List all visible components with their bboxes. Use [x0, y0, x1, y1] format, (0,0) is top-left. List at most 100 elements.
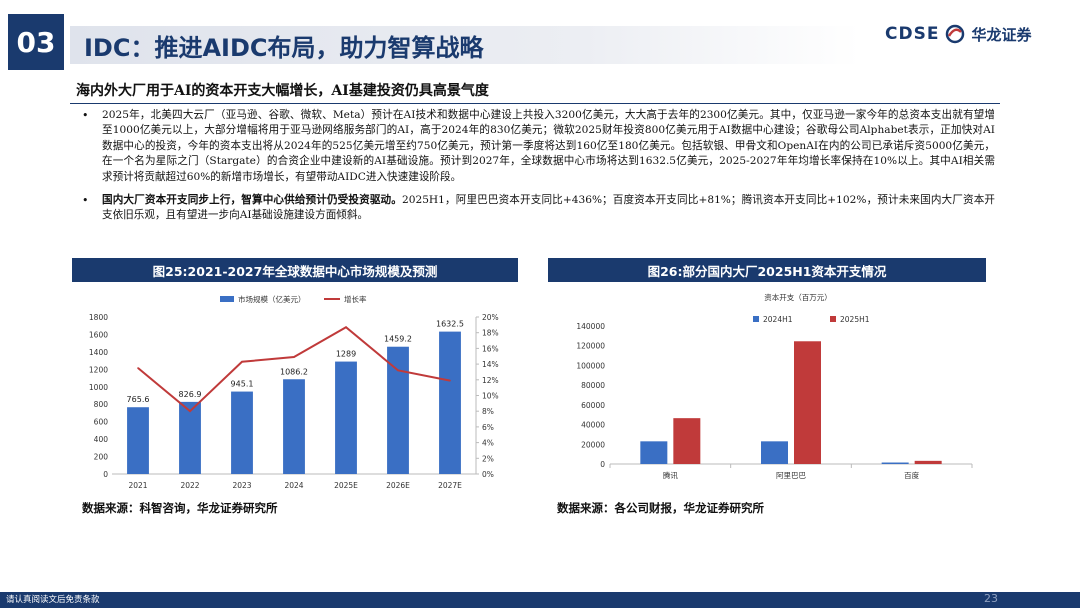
bar [387, 346, 409, 474]
y-right-tick-label: 18% [482, 329, 499, 338]
y-left-tick-label: 600 [94, 418, 109, 427]
x-tick-label: 2026E [386, 481, 410, 490]
y-left-tick-label: 0 [103, 470, 108, 479]
y-left-tick-label: 400 [94, 435, 109, 444]
bar-data-label: 826.9 [179, 390, 202, 399]
title-band [70, 26, 860, 64]
y-right-tick-label: 20% [482, 313, 499, 322]
legend-swatch [753, 316, 759, 322]
bar-data-label: 1086.2 [280, 367, 308, 376]
y-left-tick-label: 1800 [89, 313, 108, 322]
y-left-tick-label: 200 [94, 453, 109, 462]
growth-rate-point [241, 360, 243, 363]
bar-data-label: 765.6 [127, 395, 150, 404]
section-number: 03 [8, 14, 64, 70]
growth-rate-point [449, 379, 451, 382]
x-tick-label: 2022 [180, 481, 199, 490]
bar [673, 418, 701, 464]
bar [761, 441, 788, 464]
bar [231, 391, 253, 474]
y-right-tick-label: 8% [482, 407, 494, 416]
bullet-item: 国内大厂资本开支同步上行，智算中心供给预计仍受投资驱动。2025H1，阿里巴巴资… [80, 193, 995, 224]
dragon-logo-icon [946, 24, 965, 44]
y-tick-label: 80000 [581, 381, 605, 390]
bar [881, 462, 909, 464]
figure-26-title: 图26:部分国内大厂2025H1资本开支情况 [548, 258, 986, 282]
y-right-tick-label: 4% [482, 439, 494, 448]
legend-label: 2025H1 [840, 315, 870, 324]
capex-chart: 资本开支（百万元） 2024H1 2025H1 0 20000 40000 60000 800… [548, 286, 986, 494]
x-tick-label: 阿里巴巴 [776, 471, 806, 480]
legend-label: 2024H1 [763, 315, 793, 324]
figure-25-source: 数据来源：科智咨询，华龙证券研究所 [82, 501, 278, 515]
y-tick-label: 60000 [581, 401, 605, 410]
figure-25-title: 图25:2021-2027年全球数据中心市场规模及预测 [72, 258, 518, 282]
datacenter-market-svg: 市场规模（亿美元） 增长率 0 200 400 600 800 1000 1200 1400 160… [89, 294, 499, 490]
bullet-item: 2025年，北美四大云厂（亚马逊、谷歌、微软、Meta）预计在AI技术和数据中心… [80, 108, 995, 185]
bar [914, 460, 942, 464]
y-tick-label: 100000 [576, 361, 605, 370]
bar [127, 407, 149, 474]
y-left-tick-label: 800 [94, 400, 109, 409]
bar-data-label: 945.1 [231, 380, 254, 389]
x-tick-label: 腾讯 [663, 470, 678, 480]
figure-26-source: 数据来源：各公司财报，华龙证券研究所 [557, 501, 764, 515]
datacenter-market-chart: 市场规模（亿美元） 增长率 0 200 400 600 800 1000 1200 1400 160… [72, 286, 518, 494]
y-tick-label: 0 [600, 460, 605, 469]
bar [179, 401, 201, 474]
y-tick-label: 140000 [576, 322, 605, 331]
x-tick-label: 2024 [284, 481, 303, 490]
bullet-text: 2025H1，阿里巴巴资本开支同比+436%；百度资本开支同比+81%；腾讯资本… [102, 194, 996, 222]
growth-rate-point [397, 369, 399, 372]
y-right-tick-label: 10% [482, 392, 499, 401]
growth-rate-point [345, 326, 347, 329]
bullet-list: 2025年，北美四大云厂（亚马逊、谷歌、微软、Meta）预计在AI技术和数据中心… [80, 108, 995, 232]
page-title: IDC：推进AIDC布局，助力智算战略 [84, 34, 484, 62]
x-tick-label: 2025E [334, 481, 358, 490]
growth-rate-point [293, 356, 295, 358]
y-left-tick-label: 1000 [89, 383, 108, 392]
y-right-tick-label: 14% [482, 360, 499, 369]
bar [283, 379, 305, 474]
x-tick-label: 2023 [232, 481, 251, 490]
bar [335, 361, 357, 474]
growth-rate-point [189, 410, 191, 412]
bar-data-label: 1632.5 [436, 320, 464, 329]
page-number: 23 [984, 592, 998, 605]
legend-swatch [830, 316, 836, 322]
bar-data-label: 1459.2 [384, 335, 412, 344]
y-left-tick-label: 1200 [89, 365, 108, 374]
footer-bar: 请认真阅读文后免责条款 23 [0, 592, 1080, 608]
y-right-tick-label: 16% [482, 344, 499, 353]
y-tick-label: 120000 [576, 342, 605, 351]
company-logo: CDSE 华龙证券 [885, 20, 1065, 48]
subtitle-divider [70, 103, 1000, 104]
x-tick-label: 2021 [128, 481, 147, 490]
section-subtitle: 海内外大厂用于AI的资本开支大幅增长，AI基建投资仍具高景气度 [76, 83, 489, 99]
bar-data-label: 1289 [336, 350, 356, 359]
bar [439, 331, 461, 474]
legend-label-market-size: 市场规模（亿美元） [238, 294, 306, 304]
bullet-text: 2025年，北美四大云厂（亚马逊、谷歌、微软、Meta）预计在AI技术和数据中心… [102, 109, 995, 183]
legend-label-growth: 增长率 [344, 294, 367, 304]
logo-text: CDSE [885, 24, 940, 44]
chart-title: 资本开支（百万元） [764, 292, 832, 302]
logo-chinese-name: 华龙证券 [971, 25, 1032, 44]
growth-rate-point [137, 367, 139, 369]
y-tick-label: 40000 [581, 421, 605, 430]
y-tick-label: 20000 [581, 440, 605, 449]
y-left-tick-label: 1400 [89, 348, 108, 357]
bar [640, 441, 668, 464]
y-right-tick-label: 0% [482, 470, 494, 479]
y-right-tick-label: 6% [482, 423, 494, 432]
x-tick-label: 百度 [904, 470, 920, 480]
disclaimer-link[interactable]: 请认真阅读文后免责条款 [6, 595, 100, 605]
bullet-lead: 国内大厂资本开支同步上行，智算中心供给预计仍受投资驱动。 [102, 194, 402, 207]
x-tick-label: 2027E [438, 481, 462, 490]
legend-swatch-market-size [220, 296, 234, 302]
bar [794, 341, 821, 464]
y-right-tick-label: 2% [482, 454, 494, 463]
y-left-tick-label: 1600 [89, 330, 108, 339]
capex-svg: 资本开支（百万元） 2024H1 2025H1 0 20000 40000 60000 800… [576, 292, 973, 480]
y-right-tick-label: 12% [482, 376, 499, 385]
